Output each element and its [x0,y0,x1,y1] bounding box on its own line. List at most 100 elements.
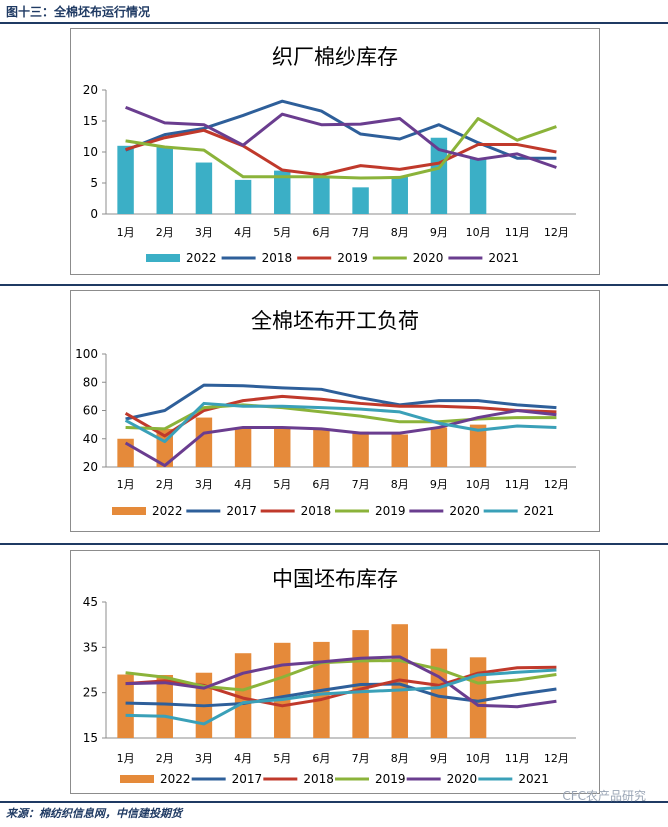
y-tick-label: 20 [83,460,98,474]
x-tick-label: 6月 [312,752,330,765]
legend-swatch [120,775,154,783]
y-tick-label: 60 [83,404,98,418]
legend-label: 2021 [488,251,519,265]
bar-2022 [469,424,487,467]
x-tick-label: 10月 [466,226,491,239]
series-line-2021 [125,105,557,169]
legend-label: 2020 [413,251,444,265]
bar-2022 [469,657,487,738]
x-tick-label: 8月 [391,752,409,765]
chart-yarn-inventory: 织厂棉纱库存 0 5 10 15 20 1月 2月 3月 4月 5月 6月 7月 8月 9月 10月 11月 12… [70,28,600,275]
bar-2022 [352,431,369,467]
y-tick-label: 45 [83,595,98,609]
x-tick-label: 7月 [352,226,370,239]
x-tick-label: 2月 [156,226,174,239]
x-tick-label: 7月 [352,478,370,491]
y-tick-label: 20 [83,83,98,97]
series-line-2020 [125,655,557,709]
legend-swatch [146,254,180,262]
bar-2022 [274,170,291,214]
series-line-2017 [125,383,557,421]
source-note: 来源：棉纺织信息网，中信建投期货 [6,807,182,820]
bar-2022 [117,145,134,214]
legend-label: 2022 [186,251,217,265]
chart-title: 中国坯布库存 [272,567,398,591]
bar-2022 [234,427,252,467]
x-tick-label: 5月 [273,478,291,491]
x-tick-label: 4月 [234,752,252,765]
y-tick-label: 100 [75,347,98,361]
legend-label: 2021 [518,772,549,786]
divider [0,284,668,286]
series-line-2019 [125,658,557,692]
x-tick-label: 4月 [234,226,252,239]
bar-2022 [313,428,330,467]
y-tick-label: 80 [83,375,98,389]
x-tick-label: 10月 [466,478,491,491]
series-line-2019 [125,128,557,177]
series-line-2018 [124,394,557,438]
legend-label: 2017 [232,772,263,786]
x-tick-label: 12月 [544,752,569,765]
x-tick-label: 3月 [195,752,213,765]
bar-2022 [352,187,369,214]
bar-2022 [195,417,213,467]
bar-2022 [117,438,134,467]
legend-label: 2019 [375,772,406,786]
legend-label: 2019 [337,251,368,265]
legend-label: 2018 [301,504,332,518]
x-tick-label: 6月 [312,226,330,239]
x-tick-label: 2月 [156,478,174,491]
x-tick-label: 1月 [117,478,135,491]
x-tick-label: 7月 [352,752,370,765]
x-tick-label: 11月 [505,752,530,765]
x-tick-label: 6月 [312,478,330,491]
divider [0,801,668,803]
bar-2022 [195,162,213,214]
y-tick-label: 10 [83,145,98,159]
y-tick-label: 35 [83,640,98,654]
x-tick-label: 10月 [466,752,491,765]
x-tick-label: 8月 [391,478,409,491]
legend-label: 2019 [375,504,406,518]
legend-label: 2020 [447,772,478,786]
legend-label: 2018 [303,772,334,786]
x-tick-label: 4月 [234,478,252,491]
legend-label: 2017 [226,504,257,518]
chart-greige-inventory: 中国坯布库存 15 25 35 45 1月 2月 3月 4月 5月 6月 7月 8月 9月 10月 11月 12… [70,550,600,794]
y-tick-label: 15 [83,731,98,745]
series-line-2020 [124,409,557,468]
bar-2022 [156,674,173,738]
x-tick-label: 8月 [391,226,409,239]
x-tick-label: 12月 [544,226,569,239]
legend-label: 2022 [152,504,183,518]
bar-2022 [117,674,134,738]
watermark: CFC农产品研究 [562,789,646,803]
x-tick-label: 12月 [544,478,569,491]
chart-greige-operating-rate: 全棉坯布开工负荷 20 40 60 80 100 1月 2月 3月 4月 5月 6月 7月 8月 9月 10月… [70,290,600,532]
y-tick-label: 15 [83,114,98,128]
series-line-2021 [125,668,557,726]
x-tick-label: 5月 [273,226,291,239]
y-tick-label: 25 [83,686,98,700]
bar-2022 [430,137,448,214]
x-tick-label: 9月 [430,226,448,239]
figure-title: 图十三：全棉坯布运行情况 [6,5,151,19]
x-tick-label: 11月 [505,478,530,491]
y-tick-label: 40 [83,432,98,446]
bar-2022 [313,176,330,214]
divider [0,543,668,545]
bar-2022 [391,176,408,214]
x-tick-label: 1月 [117,752,135,765]
bar-2022 [274,642,291,738]
x-tick-label: 3月 [195,478,213,491]
legend-label: 2022 [160,772,191,786]
x-tick-label: 1月 [117,226,135,239]
bar-2022 [430,427,448,467]
y-tick-label: 5 [90,176,98,190]
legend-label: 2021 [524,504,555,518]
y-tick-label: 0 [90,207,98,221]
series-line-2020 [125,117,557,180]
x-tick-label: 11月 [505,226,530,239]
x-tick-label: 9月 [430,478,448,491]
